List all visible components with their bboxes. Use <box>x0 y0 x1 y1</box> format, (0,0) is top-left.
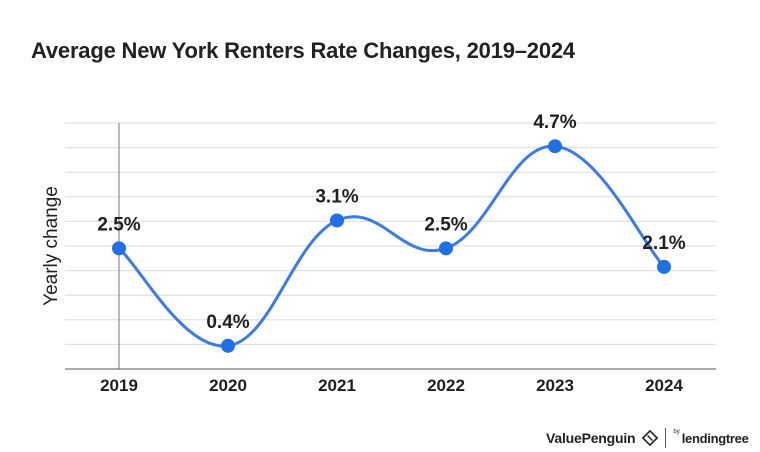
x-tick-label: 2023 <box>536 376 574 395</box>
data-label: 0.4% <box>206 312 249 333</box>
lendingtree-logo-text: lendingtree <box>681 430 749 446</box>
data-label: 2.5% <box>97 214 140 235</box>
data-point <box>330 213 344 228</box>
gridlines <box>65 122 716 345</box>
x-tick-label: 2024 <box>645 376 683 395</box>
data-label: 4.7% <box>533 112 576 133</box>
valuepenguin-logo-text: ValuePenguin <box>546 430 636 446</box>
x-tick-label: 2019 <box>100 376 138 395</box>
valuepenguin-icon <box>642 430 659 446</box>
data-point <box>112 241 126 256</box>
data-point <box>221 338 235 353</box>
x-tick-label: 2020 <box>209 376 247 395</box>
data-label: 3.1% <box>315 186 358 207</box>
data-points <box>112 139 671 353</box>
data-point <box>548 139 562 154</box>
branding-logo: ValuePenguin by lendingtree <box>546 426 749 450</box>
data-label: 2.1% <box>642 233 685 254</box>
logo-divider <box>665 428 667 448</box>
data-labels: 2.5% 0.4% 3.1% 2.5% 4.7% 2.1% <box>97 112 685 333</box>
y-axis-label: Yearly change <box>41 186 62 306</box>
data-label: 2.5% <box>424 214 467 235</box>
by-text: by <box>673 429 680 435</box>
x-tick-label: 2022 <box>427 376 465 395</box>
x-tick-label: 2021 <box>318 376 356 395</box>
chart-title: Average New York Renters Rate Changes, 2… <box>31 38 575 63</box>
data-point <box>657 259 671 274</box>
data-point <box>439 241 453 256</box>
series-line <box>117 144 666 348</box>
x-tick-labels: 2019 2020 2021 2022 2023 2024 <box>100 376 683 395</box>
